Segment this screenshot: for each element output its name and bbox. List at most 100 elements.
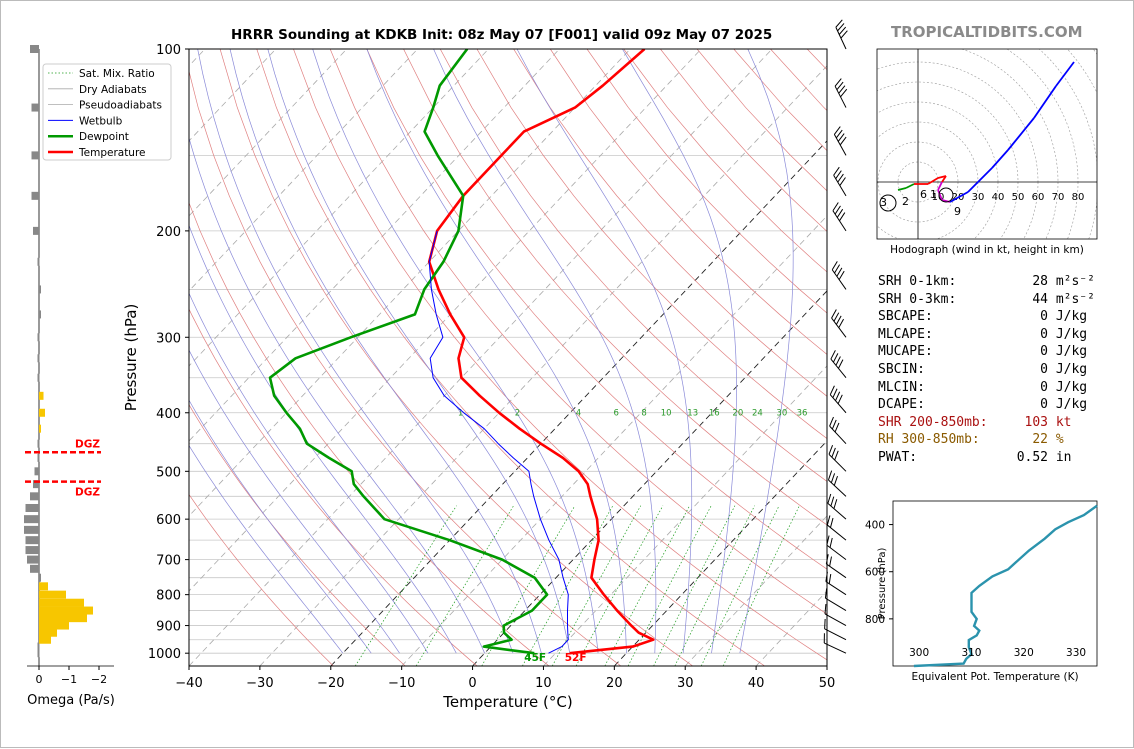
dry-adiabat [403, 49, 827, 526]
wetbulb-line [428, 230, 569, 654]
wind-barb [835, 19, 848, 50]
mixing-ratio-line [415, 505, 514, 666]
omega-x-axis-label: Omega (Pa/s) [27, 693, 115, 708]
wind-barb-flag [836, 81, 844, 91]
thetae-line [913, 504, 1098, 668]
index-value: 0.52 [1016, 450, 1048, 465]
dry-adiabat [366, 49, 827, 570]
isotherm-line [684, 515, 827, 666]
hodo-ring-label: 40 [992, 192, 1005, 203]
wind-barb-flag [830, 350, 836, 360]
mixing-ratio-label: 36 [797, 408, 808, 418]
isotherm-line [259, 65, 827, 666]
hodo-segment [897, 187, 907, 191]
wind-barb [824, 618, 847, 641]
hodograph-area: 102030405060708061239 [877, 49, 1097, 239]
omega-bar [37, 354, 40, 363]
omega-bar [30, 45, 39, 53]
wind-barb-flag [826, 535, 830, 546]
wind-barb-flag [827, 493, 832, 504]
hodo-ring-label: 60 [1032, 192, 1045, 203]
isotherm-line [401, 215, 827, 666]
wind-barb-flag [829, 416, 834, 427]
index-value: 22 [1032, 432, 1048, 448]
pseudoadiabat [622, 49, 737, 654]
wind-barb-flag [834, 264, 841, 274]
wind-barb-flag [828, 573, 832, 584]
thetae-x-tick-label: 320 [1014, 647, 1034, 659]
y-tick-label: 200 [156, 225, 181, 240]
y-axis-label: Pressure (hPa) [122, 304, 140, 412]
wind-barb-flag [835, 315, 842, 325]
dry-adiabat [329, 49, 827, 615]
wind-barb [829, 385, 847, 414]
isotherm-line [189, 49, 773, 666]
mixing-ratio-label: 6 [614, 408, 619, 418]
x-tick-label: −20 [317, 676, 344, 691]
x-tick-label: 40 [748, 676, 765, 691]
y-tick-label: 500 [156, 465, 181, 480]
omega-bar [34, 467, 39, 476]
y-tick-label: 100 [156, 43, 181, 58]
wind-barb-flag [826, 515, 831, 526]
dry-adiabat [189, 308, 478, 666]
index-label: SBCAPE: [878, 309, 933, 325]
isotherm-line [330, 140, 827, 666]
wind-barb [827, 470, 847, 497]
surface-dewpoint-label: 45F [524, 652, 546, 664]
brand-watermark: TROPICALTIDBITS.COM [891, 23, 1083, 41]
mixing-ratio-label: 20 [732, 408, 743, 418]
dry-adiabat [586, 49, 827, 314]
wind-barb-flag [834, 205, 841, 215]
wind-barb-flag [830, 473, 836, 483]
omega-bar [33, 226, 39, 235]
dry-adiabat [256, 49, 765, 666]
legend-label: Pseudoadiabats [79, 100, 162, 112]
wind-barb [823, 633, 847, 654]
pseudoadiabat [267, 49, 571, 654]
skewt-frame [188, 48, 828, 667]
omega-bar [37, 373, 40, 382]
wind-barb-flag [825, 554, 829, 565]
index-label: SBCIN: [878, 362, 925, 377]
wind-barb [827, 493, 847, 520]
index-label: MUCAPE: [878, 344, 933, 360]
thetae-x-tick-label: 330 [1066, 647, 1086, 659]
mixing-ratio-line [674, 505, 755, 666]
wind-barb-flag [836, 208, 844, 218]
x-tick-label: 50 [819, 676, 836, 691]
hodo-height-label: 1 [930, 188, 937, 201]
wind-barb-flag [827, 470, 833, 481]
omega-bar [37, 453, 40, 462]
index-label: MLCAPE: [878, 326, 933, 342]
index-unit: J/kg [1048, 379, 1088, 395]
wind-barb-flag [831, 309, 837, 319]
hodo-height-label: 6 [920, 188, 927, 201]
legend-box [42, 63, 172, 161]
isotherm-line [472, 290, 827, 666]
omega-bar [39, 621, 69, 630]
wind-barb [834, 78, 848, 108]
omega-bar [30, 564, 39, 573]
index-unit: m²s⁻² [1048, 291, 1095, 307]
mixing-ratio-label: 8 [641, 408, 646, 418]
index-unit: J/kg [1048, 344, 1088, 360]
omega-x-tick-label: −2 [91, 673, 107, 686]
mixing-ratio-label: 10 [661, 408, 672, 418]
wind-barb-staff [828, 479, 847, 497]
wind-barb-flag [838, 270, 845, 280]
index-value: 0 [1040, 326, 1048, 342]
wind-barb [824, 604, 847, 626]
chart-title: HRRR Sounding at KDKB Init: 08z May 07 [… [231, 27, 773, 43]
index-row: SRH 0-3km: 44 m²s⁻² [878, 292, 1095, 307]
pseudoadiabat [229, 49, 542, 654]
omega-bar [39, 391, 44, 400]
isotherm-line [189, 49, 702, 592]
pseudoadiabat [366, 49, 627, 654]
index-row: RH 300-850mb: 22 % [878, 432, 1064, 447]
wind-barb [833, 126, 847, 156]
omega-bar [39, 614, 87, 623]
hodo-segment [949, 191, 969, 203]
index-unit: J/kg [1048, 309, 1088, 325]
index-unit: in [1048, 450, 1072, 465]
